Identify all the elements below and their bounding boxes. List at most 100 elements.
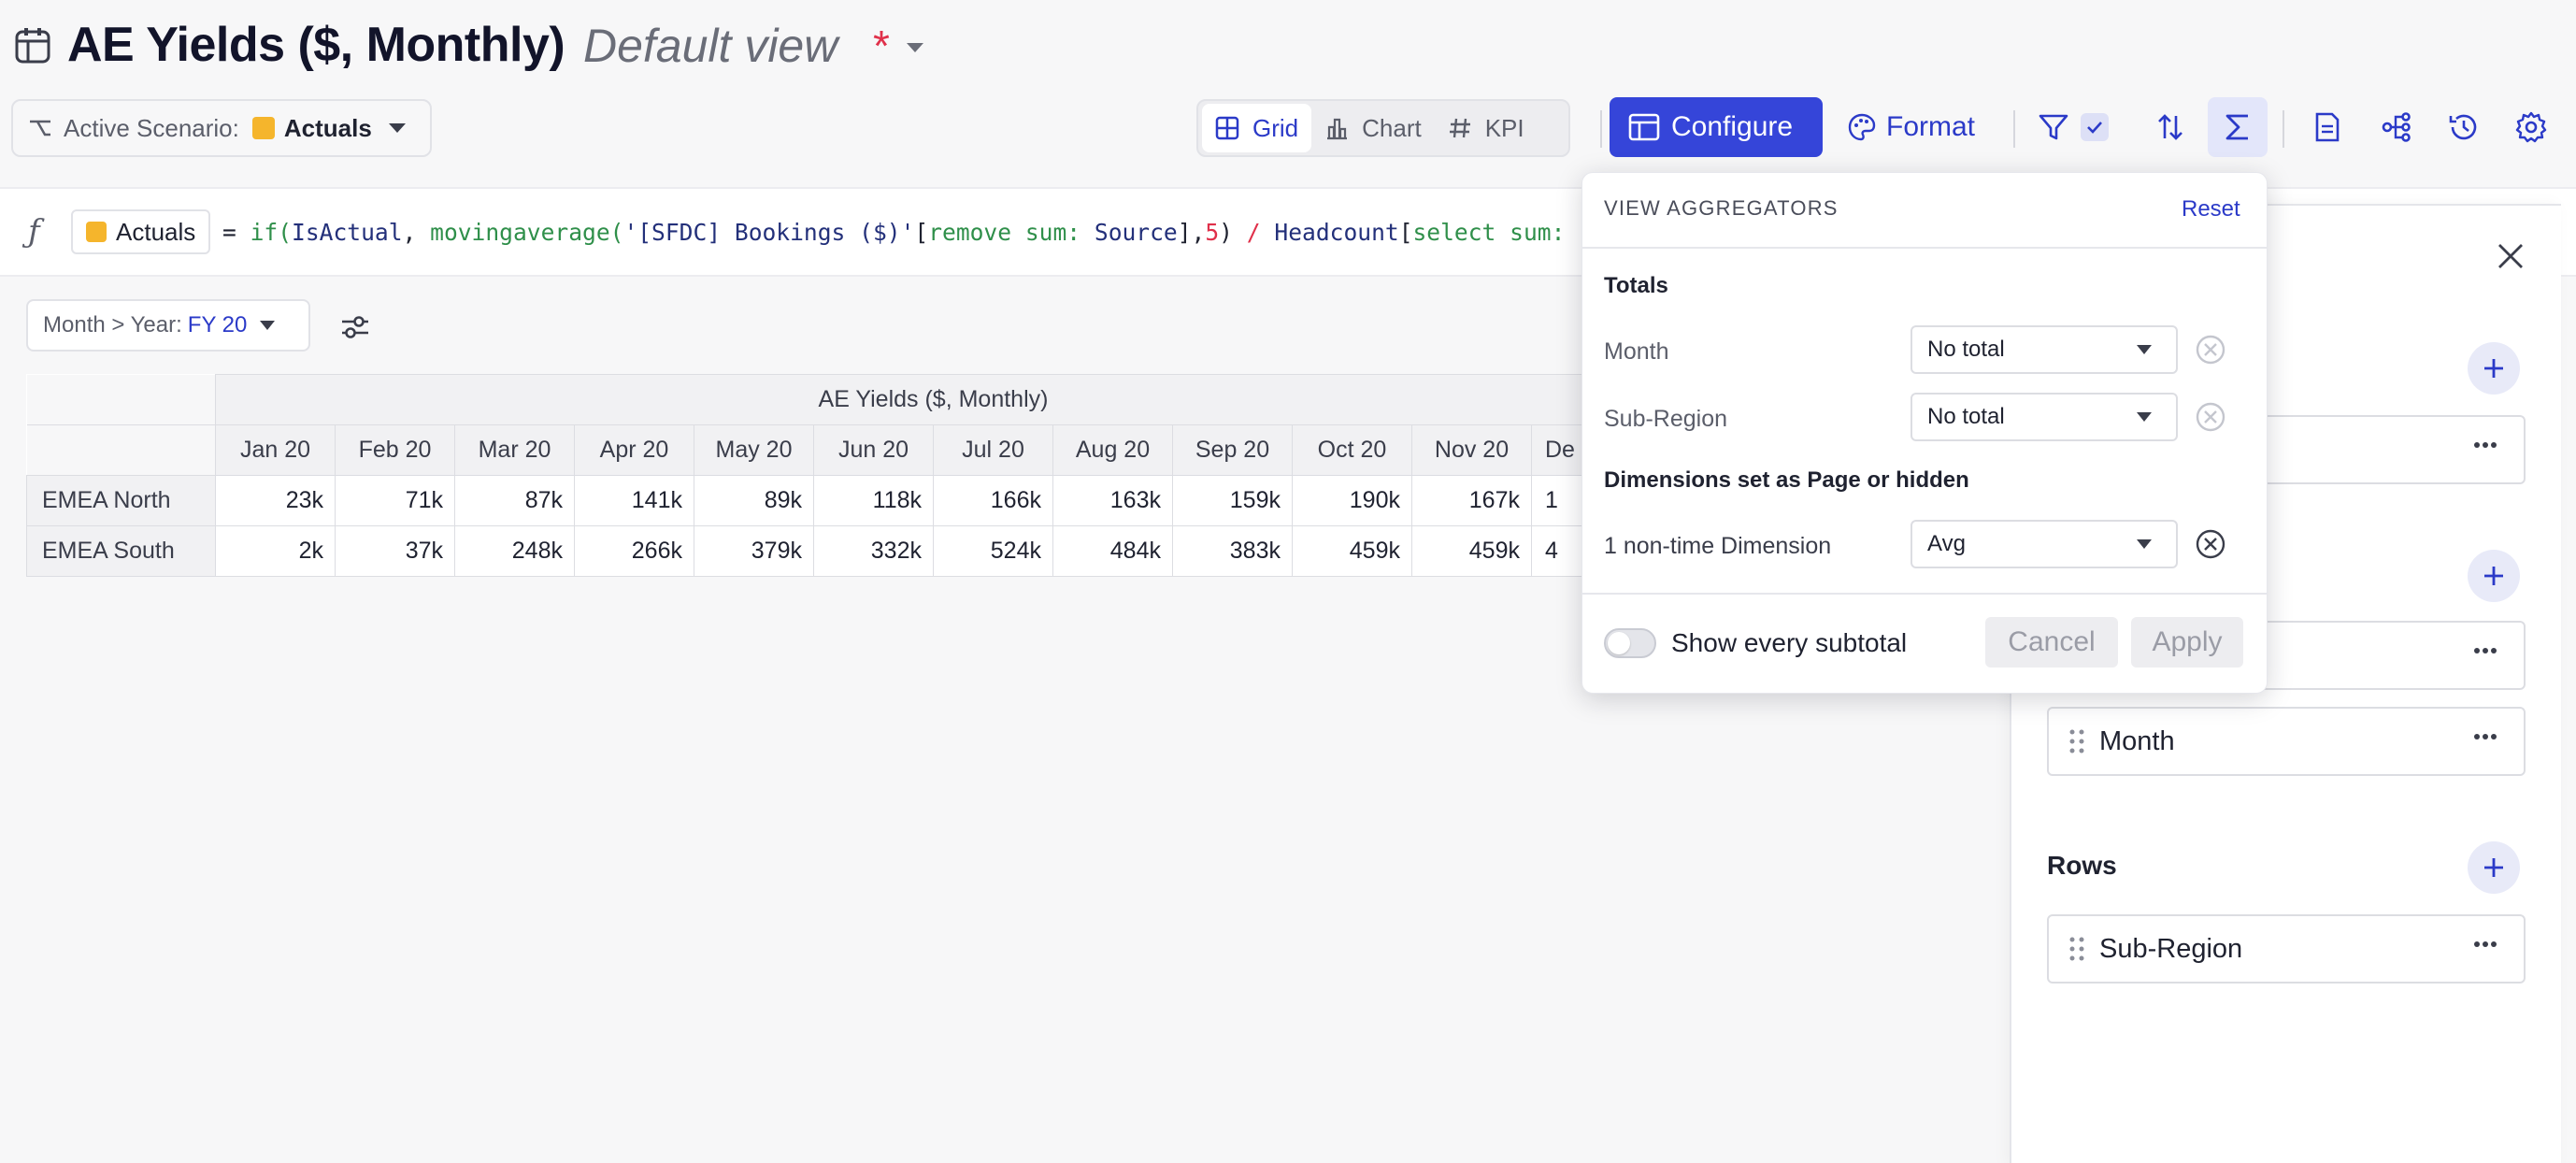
page-filters-button[interactable] <box>336 309 374 346</box>
grid-cell[interactable]: 166k <box>933 475 1053 526</box>
drag-handle-icon[interactable] <box>2068 727 2086 755</box>
aggregators-button[interactable] <box>2208 97 2268 157</box>
active-scenario-selector[interactable]: Active Scenario: Actuals <box>11 99 432 157</box>
clear-icon[interactable] <box>2195 528 2226 560</box>
more-icon[interactable] <box>2473 940 2497 948</box>
grid-cell[interactable]: 383k <box>1172 525 1293 577</box>
period-filter[interactable]: Month > Year: FY 20 <box>26 299 310 352</box>
grid-cell[interactable]: 159k <box>1172 475 1293 526</box>
cancel-button[interactable]: Cancel <box>1985 617 2118 668</box>
grid-cell[interactable]: 37k <box>335 525 455 577</box>
notes-button[interactable] <box>2305 105 2350 150</box>
chart-view-button[interactable]: Chart <box>1311 104 1435 152</box>
row-header: EMEA North <box>26 475 216 526</box>
row-dimension-item[interactable]: Sub-Region <box>2047 914 2526 984</box>
total-select-month[interactable]: No total <box>1911 325 2178 374</box>
history-button[interactable] <box>2441 105 2486 150</box>
total-label-sub-region: Sub-Region <box>1604 406 1728 432</box>
more-icon[interactable] <box>2473 733 2497 740</box>
grid-cell[interactable]: 524k <box>933 525 1053 577</box>
select-value: No total <box>1927 337 2005 362</box>
divider <box>1581 593 2268 595</box>
grid-cell[interactable]: 167k <box>1411 475 1532 526</box>
grid-cell[interactable]: 163k <box>1052 475 1173 526</box>
show-subtotal-toggle[interactable] <box>1604 628 1656 658</box>
grid-cell[interactable]: 190k <box>1292 475 1412 526</box>
view-dropdown-caret-icon[interactable] <box>905 41 925 54</box>
add-page-dimension-button[interactable] <box>2468 342 2520 395</box>
column-header: May 20 <box>694 424 814 476</box>
dimension-aggregator-select[interactable]: Avg <box>1911 520 2178 568</box>
column-dimension-item[interactable]: Month <box>2047 707 2526 776</box>
formula-scenario-label: Actuals <box>116 217 196 246</box>
toggle-knob <box>1608 632 1630 654</box>
grid-view-button[interactable]: Grid <box>1202 104 1312 152</box>
add-column-dimension-button[interactable] <box>2468 550 2520 602</box>
chevron-down-icon <box>2137 345 2152 354</box>
column-header: Jan 20 <box>215 424 336 476</box>
grid-cell[interactable]: 484k <box>1052 525 1173 577</box>
grid-cell[interactable]: 87k <box>454 475 575 526</box>
grid-corner <box>26 424 216 476</box>
formula-input[interactable]: = if(IsActual, movingaverage('[SFDC] Boo… <box>222 219 1580 246</box>
formula-token: , <box>402 219 431 246</box>
grid-cell[interactable]: 118k <box>813 475 934 526</box>
formula-token: [ <box>1398 219 1413 246</box>
grid-cell[interactable]: 266k <box>574 525 694 577</box>
grid-cell[interactable]: 23k <box>215 475 336 526</box>
period-filter-value: FY 20 <box>187 312 248 337</box>
view-mode-switch: Grid Chart KPI <box>1196 99 1570 157</box>
grid-cell[interactable]: 459k <box>1411 525 1532 577</box>
view-name[interactable]: Default view <box>583 20 838 72</box>
filter-icon <box>2039 114 2068 140</box>
column-header: Aug 20 <box>1052 424 1173 476</box>
formula-token: if( <box>250 219 293 246</box>
kpi-view-button[interactable]: KPI <box>1435 104 1538 152</box>
filter-button[interactable] <box>2038 105 2122 150</box>
dimensions-heading: Dimensions set as Page or hidden <box>1604 467 1969 493</box>
chevron-down-icon <box>2137 539 2152 549</box>
configure-button[interactable]: Configure <box>1610 97 1823 157</box>
bar-chart-icon <box>1327 118 1348 140</box>
format-button[interactable]: Format <box>1847 97 1975 157</box>
add-row-dimension-button[interactable] <box>2468 841 2520 894</box>
scenario-label: Active Scenario: <box>64 113 239 142</box>
clear-icon[interactable] <box>2195 334 2226 366</box>
column-header: Nov 20 <box>1411 424 1532 476</box>
chevron-down-icon <box>2137 412 2152 422</box>
column-header: Sep 20 <box>1172 424 1293 476</box>
grid-cell[interactable]: 71k <box>335 475 455 526</box>
period-filter-label: Month > Year: <box>43 312 182 337</box>
formula-token: Headcount <box>1274 219 1399 246</box>
grid-cell[interactable]: 89k <box>694 475 814 526</box>
more-icon[interactable] <box>2473 647 2497 654</box>
chevron-down-icon <box>260 321 276 330</box>
history-icon <box>2449 114 2477 140</box>
hierarchy-button[interactable] <box>2374 105 2419 150</box>
scenario-color-swatch <box>251 117 275 139</box>
grid-cell[interactable]: 379k <box>694 525 814 577</box>
document-icon <box>2315 112 2340 142</box>
grid-cell[interactable]: 141k <box>574 475 694 526</box>
scenario-color-swatch <box>86 222 107 242</box>
grid-cell[interactable]: 2k <box>215 525 336 577</box>
drag-handle-icon[interactable] <box>2068 935 2086 963</box>
sort-button[interactable] <box>2148 105 2193 150</box>
unsaved-indicator: * <box>873 22 890 70</box>
column-header: Feb 20 <box>335 424 455 476</box>
more-icon[interactable] <box>2473 441 2497 449</box>
show-subtotal-label: Show every subtotal <box>1671 628 1908 657</box>
palette-icon <box>1848 113 1876 141</box>
grid-cell[interactable]: 248k <box>454 525 575 577</box>
apply-button[interactable]: Apply <box>2131 617 2243 668</box>
clear-icon[interactable] <box>2195 401 2226 433</box>
reset-link[interactable]: Reset <box>2182 196 2240 222</box>
grid-cell[interactable]: 459k <box>1292 525 1412 577</box>
formula-scenario-chip[interactable]: Actuals <box>71 209 211 254</box>
total-select-sub-region[interactable]: No total <box>1911 393 2178 441</box>
close-icon[interactable] <box>2494 239 2527 273</box>
settings-button[interactable] <box>2509 105 2554 150</box>
grid-cell[interactable]: 332k <box>813 525 934 577</box>
chevron-down-icon <box>388 123 406 133</box>
scenario-value: Actuals <box>283 113 372 142</box>
